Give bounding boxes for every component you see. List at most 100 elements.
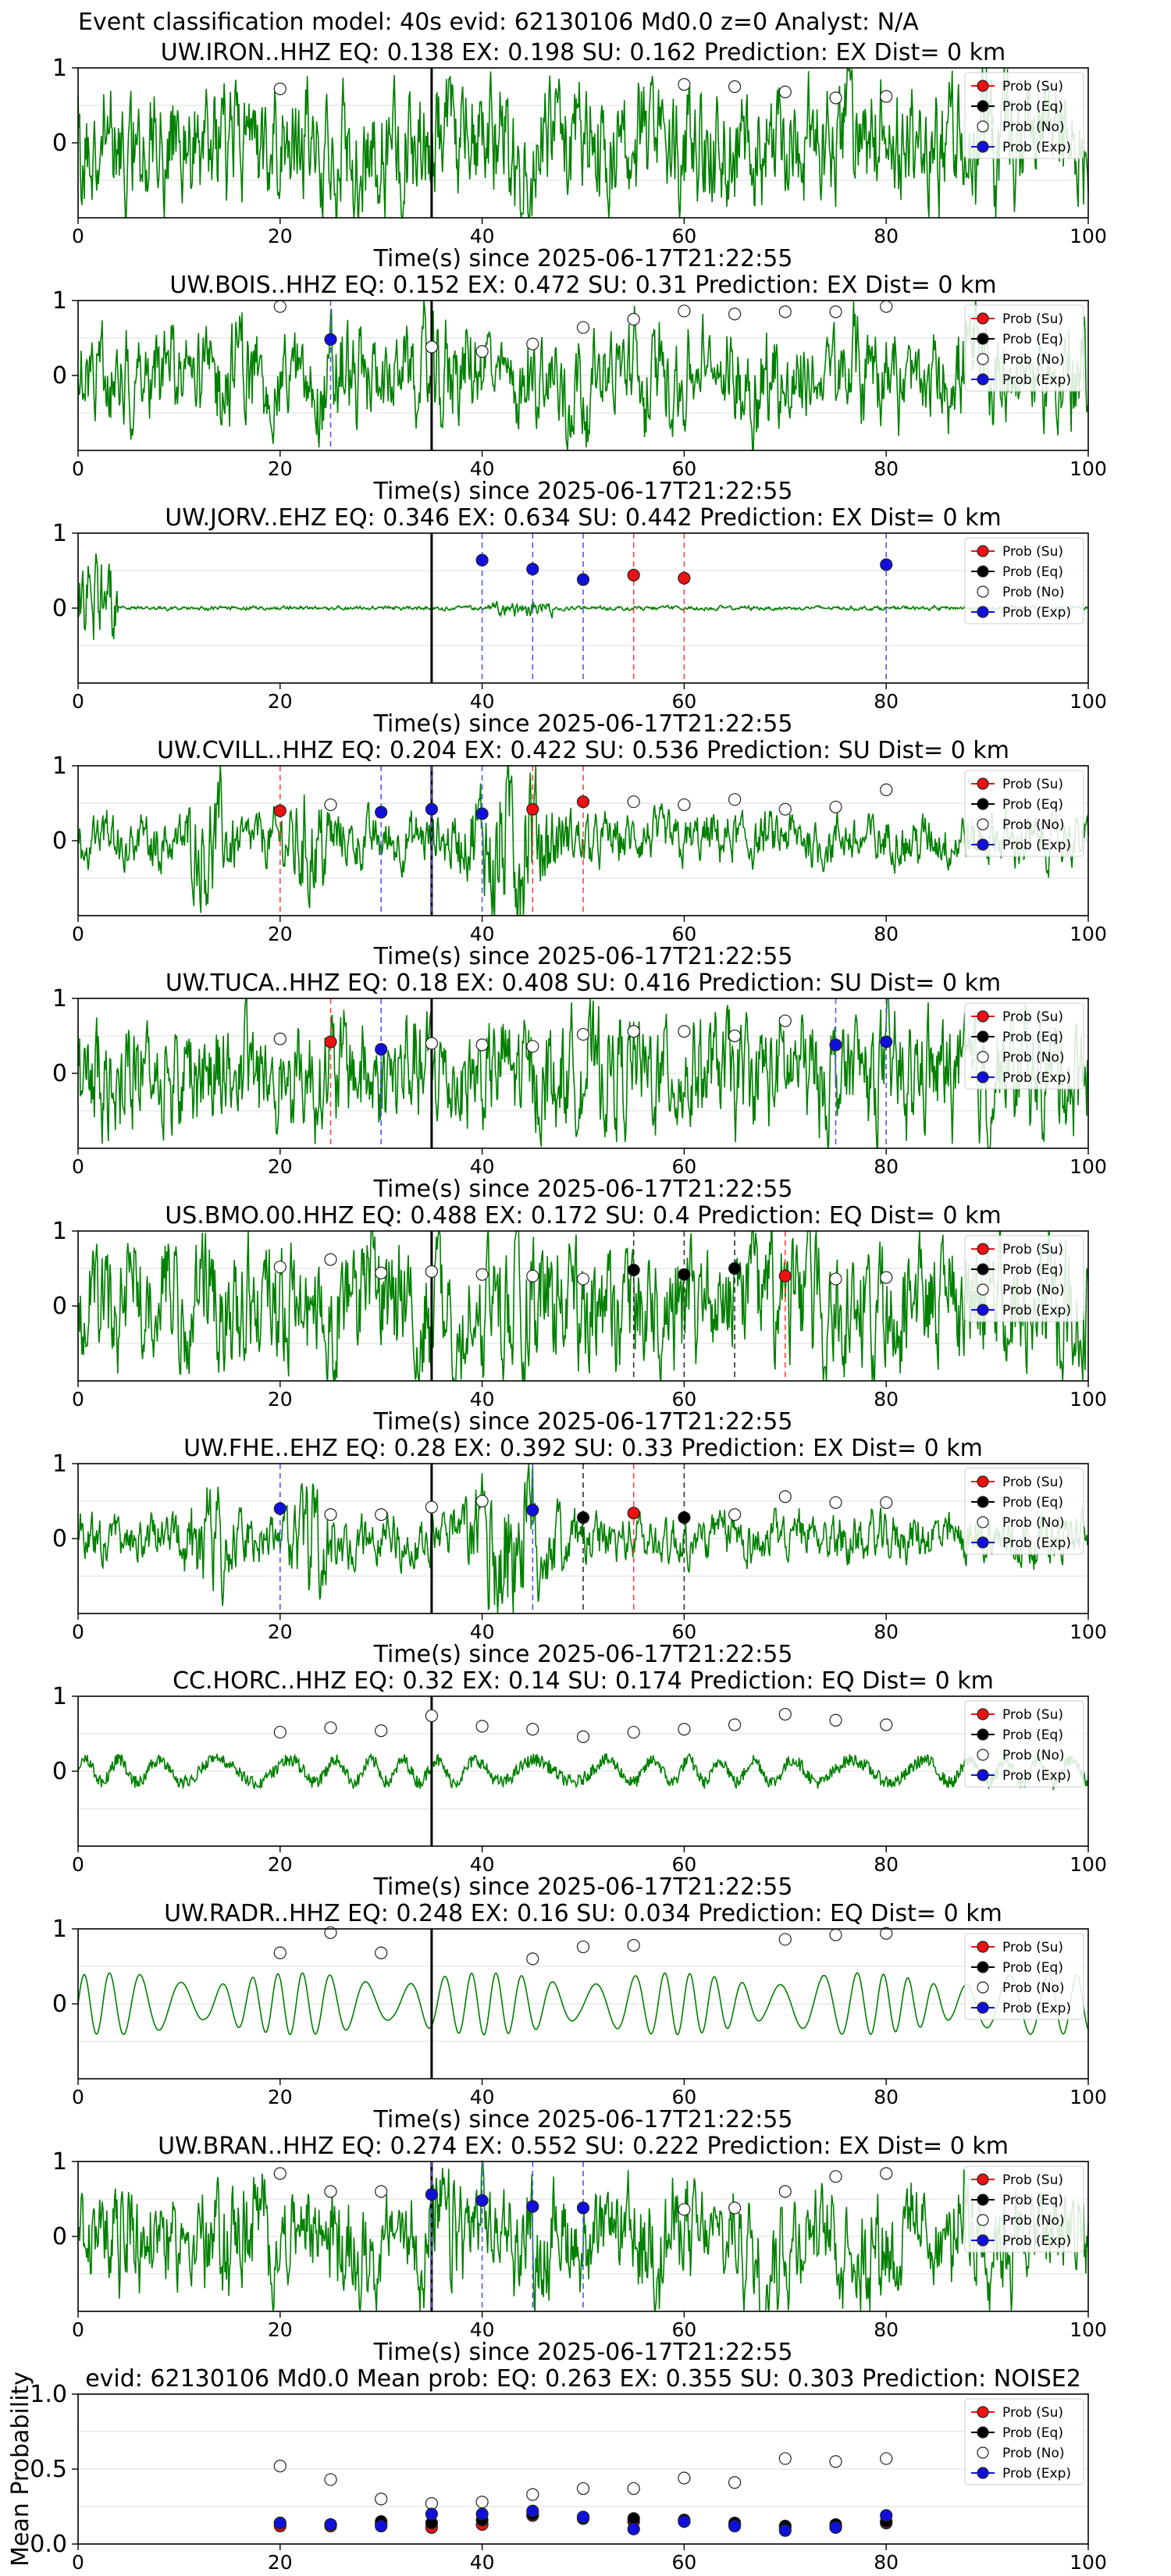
prob-point-no — [880, 90, 893, 103]
x-tick-label: 60 — [671, 1155, 696, 1178]
mean-prob-point-eq — [627, 2512, 640, 2525]
legend-entry: Prob (Exp) — [1002, 372, 1071, 388]
prob-point-no — [324, 1721, 337, 1735]
legend-entry: Prob (Exp) — [1002, 140, 1071, 155]
x-tick-label: 60 — [671, 1853, 696, 1876]
legend-marker-eq — [977, 565, 989, 578]
legend-entry: Prob (Su) — [1002, 1707, 1063, 1723]
legend-marker-exp — [977, 2234, 989, 2247]
station-panel: UW.RADR..HHZ EQ: 0.248 EX: 0.16 SU: 0.03… — [52, 1900, 1107, 2133]
x-tick-label: 80 — [874, 1621, 899, 1643]
prob-point-no — [829, 1928, 842, 1941]
prob-point-no — [778, 1014, 792, 1027]
y-tick-label: 1 — [52, 1450, 67, 1478]
x-tick-label: 20 — [268, 1155, 293, 1178]
mean-prob-point-exp — [425, 2507, 439, 2521]
legend-marker-no — [977, 120, 989, 133]
prob-point-exp — [425, 2188, 439, 2201]
legend-entry: Prob (Exp) — [1002, 1070, 1071, 1086]
legend-entry: Prob (No) — [1002, 1515, 1065, 1531]
y-tick-label: 0 — [52, 2223, 67, 2250]
x-axis-label: Time(s) since 2025-06-17T21:22:55 — [373, 2106, 793, 2133]
mean-prob-point-no — [728, 2476, 742, 2489]
prob-point-no — [627, 1939, 640, 1952]
mean-prob-point-exp — [829, 2521, 842, 2534]
legend-entry: Prob (Su) — [1002, 1009, 1063, 1025]
mean-prob-point-exp — [627, 2522, 640, 2535]
legend-marker-su — [977, 545, 989, 557]
y-tick-label: 0 — [52, 1991, 67, 2018]
x-axis-label: Time(s) since 2025-06-17T21:22:55 — [373, 2339, 793, 2366]
legend-entry: Prob (Exp) — [1002, 2466, 1071, 2482]
legend-marker-exp — [977, 141, 989, 153]
prob-point-exp — [880, 1035, 893, 1048]
mean-prob-point-exp — [375, 2519, 388, 2533]
x-tick-label: 80 — [874, 2086, 899, 2108]
legend-entry: Prob (Su) — [1002, 2405, 1063, 2421]
legend-entry: Prob (No) — [1002, 1980, 1065, 1996]
prob-point-no — [778, 802, 792, 816]
mean-prob-point-exp — [880, 2509, 893, 2522]
prob-point-no — [829, 305, 842, 318]
x-tick-label: 40 — [470, 1621, 495, 1643]
x-tick-label: 20 — [268, 923, 293, 945]
y-tick-label: 1 — [52, 287, 67, 315]
prob-point-no — [576, 1272, 590, 1286]
legend-marker-exp — [977, 1304, 989, 1316]
waveform-trace — [77, 2159, 1089, 2312]
legend-entry: Prob (No) — [1002, 1283, 1065, 1298]
y-tick-label: 0 — [52, 1060, 67, 1087]
x-tick-label: 100 — [1070, 1388, 1107, 1411]
station-panel: US.BMO.00.HHZ EQ: 0.488 EX: 0.172 SU: 0.… — [52, 1202, 1107, 1436]
y-tick-label: 1 — [52, 55, 67, 82]
panel-title: UW.BOIS..HHZ EQ: 0.152 EX: 0.472 SU: 0.3… — [169, 272, 996, 299]
prob-point-no — [375, 1946, 388, 1959]
x-tick-label: 20 — [268, 1853, 293, 1876]
x-tick-label: 60 — [671, 2318, 696, 2341]
prob-point-no — [324, 798, 337, 812]
y-tick-label: 0 — [52, 130, 67, 157]
x-tick-label: 100 — [1070, 2551, 1107, 2574]
prob-point-no — [475, 345, 489, 358]
legend-entry: Prob (Su) — [1002, 1940, 1063, 1955]
prob-point-su — [778, 1269, 792, 1283]
prob-point-no — [678, 304, 691, 318]
prob-point-no — [627, 1725, 640, 1739]
panel-title: UW.CVILL..HHZ EQ: 0.204 EX: 0.422 SU: 0.… — [157, 737, 1009, 764]
x-tick-label: 20 — [268, 690, 293, 713]
prob-point-no — [829, 2170, 842, 2183]
mean-prob-point-no — [526, 2488, 539, 2501]
prob-point-no — [425, 1709, 439, 1723]
prob-point-no — [576, 1730, 590, 1743]
legend-marker-exp — [977, 2467, 989, 2479]
x-tick-label: 40 — [470, 923, 495, 945]
y-tick-label: 1 — [52, 520, 67, 547]
x-tick-label: 100 — [1070, 923, 1107, 945]
x-tick-label: 0 — [72, 923, 84, 945]
prob-point-exp — [375, 806, 388, 819]
x-tick-label: 40 — [470, 690, 495, 713]
x-tick-label: 20 — [268, 1388, 293, 1411]
x-tick-label: 0 — [72, 1388, 84, 1411]
legend-box — [964, 537, 1084, 624]
legend-marker-no — [977, 2446, 989, 2459]
x-tick-label: 60 — [671, 2551, 696, 2574]
prob-point-no — [678, 798, 691, 812]
legend-marker-exp — [977, 2001, 989, 2014]
prob-point-exp — [829, 1038, 842, 1051]
prob-point-no — [324, 1926, 337, 1939]
legend-marker-eq — [977, 2426, 989, 2439]
legend-marker-no — [977, 1051, 989, 1063]
legend-marker-exp — [977, 1536, 989, 1549]
x-tick-label: 80 — [874, 690, 899, 713]
mean-prob-point-exp — [324, 2517, 337, 2532]
x-tick-label: 40 — [470, 1853, 495, 1876]
legend-entry: Prob (Eq) — [1002, 1960, 1063, 1976]
legend-marker-eq — [977, 100, 989, 112]
prob-point-no — [778, 2185, 792, 2198]
prob-point-no — [324, 2185, 337, 2198]
mean-prob-point-no — [829, 2455, 842, 2468]
legend-box — [964, 72, 1084, 159]
prob-point-su — [526, 802, 539, 816]
legend-entry: Prob (Exp) — [1002, 1303, 1071, 1318]
